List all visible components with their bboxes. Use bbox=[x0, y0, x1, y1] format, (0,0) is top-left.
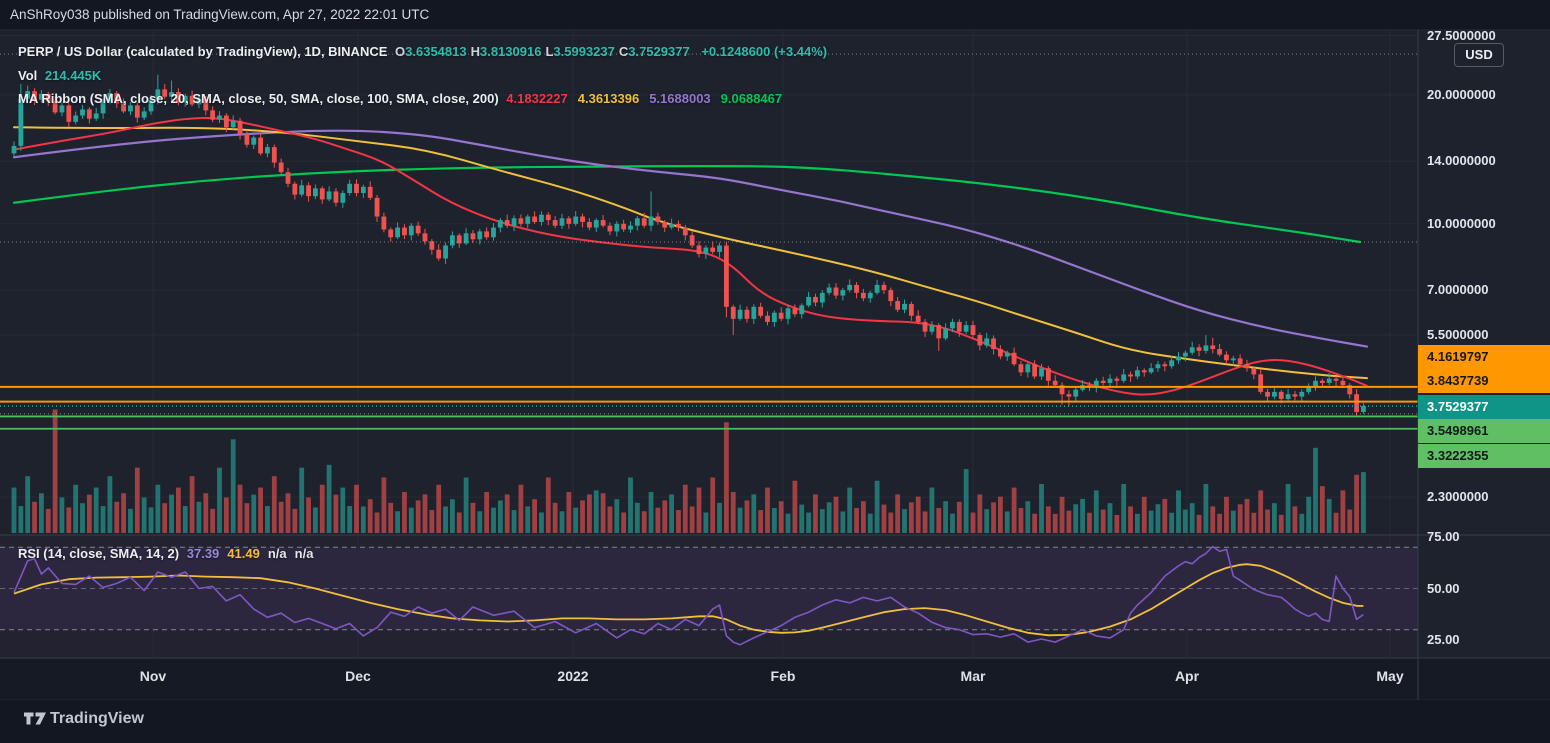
footer-bar: TradingView bbox=[0, 700, 1550, 743]
rsi-legend: RSI (14, close, SMA, 14, 2) 37.39 41.49 n/… bbox=[18, 546, 325, 561]
time-label-feb: Feb bbox=[770, 668, 796, 684]
price-level-label: 3.3222355 bbox=[1418, 444, 1550, 468]
volume-label: Vol bbox=[18, 68, 38, 83]
ma-ribbon-values: 4.1832227 4.3613396 5.1688003 9.0688467 bbox=[506, 91, 792, 106]
symbol-title: PERP / US Dollar (calculated by TradingV… bbox=[18, 44, 388, 59]
price-tick: 14.0000000 bbox=[1427, 153, 1496, 169]
ma-value: 4.3613396 bbox=[577, 91, 640, 106]
price-level-label: 4.1619797 bbox=[1418, 345, 1550, 369]
ma-value: 5.1688003 bbox=[649, 91, 711, 106]
time-label-mar: Mar bbox=[960, 668, 986, 684]
ma-ribbon-legend: MA Ribbon (SMA, close, 20, SMA, close, 5… bbox=[18, 91, 796, 106]
price-tick: 7.0000000 bbox=[1427, 282, 1489, 298]
time-label-may: May bbox=[1376, 668, 1404, 684]
price-level-label: 3.5498961 bbox=[1418, 419, 1550, 443]
price-level-label: 3.7529377 bbox=[1418, 395, 1550, 419]
price-tick: 5.5000000 bbox=[1427, 327, 1489, 342]
ma-value: 9.0688467 bbox=[720, 91, 783, 106]
rsi-tick: 75.00 bbox=[1427, 529, 1460, 544]
symbol-legend: PERP / US Dollar (calculated by TradingV… bbox=[18, 44, 831, 59]
ohlc-value: 3.7529377 bbox=[628, 44, 690, 59]
ohlc-letter: H bbox=[470, 44, 480, 59]
volume-value: 214.445K bbox=[44, 68, 102, 83]
rsi-tick: 50.00 bbox=[1427, 580, 1460, 596]
ohlc-letter: L bbox=[545, 44, 554, 59]
time-axis[interactable]: Nov Dec 2022 Feb Mar Apr May bbox=[0, 658, 1418, 700]
rsi-values: 37.39 41.49 n/a n/a bbox=[187, 546, 322, 561]
price-axis[interactable]: USD 27.5000000 20.0000000 14.0000000 10.000… bbox=[1418, 30, 1550, 700]
tradingview-brand: TradingView bbox=[50, 710, 144, 727]
price-tick: 10.0000000 bbox=[1427, 215, 1496, 231]
ma-ribbon-label: MA Ribbon (SMA, close, 20, SMA, close, 5… bbox=[18, 91, 499, 106]
time-label-dec: Dec bbox=[345, 668, 371, 684]
ohlc-letter: O bbox=[395, 44, 406, 59]
rsi-value: n/a bbox=[267, 546, 287, 561]
price-tick: 20.0000000 bbox=[1427, 86, 1496, 102]
ohlc-values: O3.6354813 H3.8130916 L3.5993237 C3.7529377 bbox=[395, 44, 694, 59]
volume-legend: Vol 214.445K bbox=[18, 68, 105, 83]
time-label-apr: Apr bbox=[1174, 668, 1200, 684]
rsi-value: 41.49 bbox=[227, 546, 260, 561]
time-label-2022: 2022 bbox=[557, 668, 589, 684]
price-tick: 27.5000000 bbox=[1427, 30, 1496, 43]
tradingview-logo-icon bbox=[24, 712, 46, 725]
price-tick: 2.3000000 bbox=[1427, 489, 1489, 505]
price-level-label: 3.8437739 bbox=[1418, 369, 1550, 393]
ma-value: 4.1832227 bbox=[506, 91, 568, 106]
change-value: +0.1248600 (+3.44%) bbox=[701, 44, 828, 59]
currency-toggle-button[interactable]: USD bbox=[1454, 43, 1504, 67]
ohlc-value: 3.5993237 bbox=[553, 44, 615, 59]
ohlc-value: 3.8130916 bbox=[479, 44, 542, 59]
rsi-value: n/a bbox=[294, 546, 314, 561]
rsi-value: 37.39 bbox=[186, 546, 220, 561]
rsi-tick: 25.00 bbox=[1427, 632, 1460, 647]
time-label-nov: Nov bbox=[139, 668, 167, 684]
rsi-label: RSI (14, close, SMA, 14, 2) bbox=[18, 546, 180, 561]
ohlc-value: 3.6354813 bbox=[405, 44, 467, 59]
ohlc-letter: C bbox=[618, 44, 629, 59]
publish-info: AnShRoy038 published on TradingView.com,… bbox=[10, 7, 430, 22]
